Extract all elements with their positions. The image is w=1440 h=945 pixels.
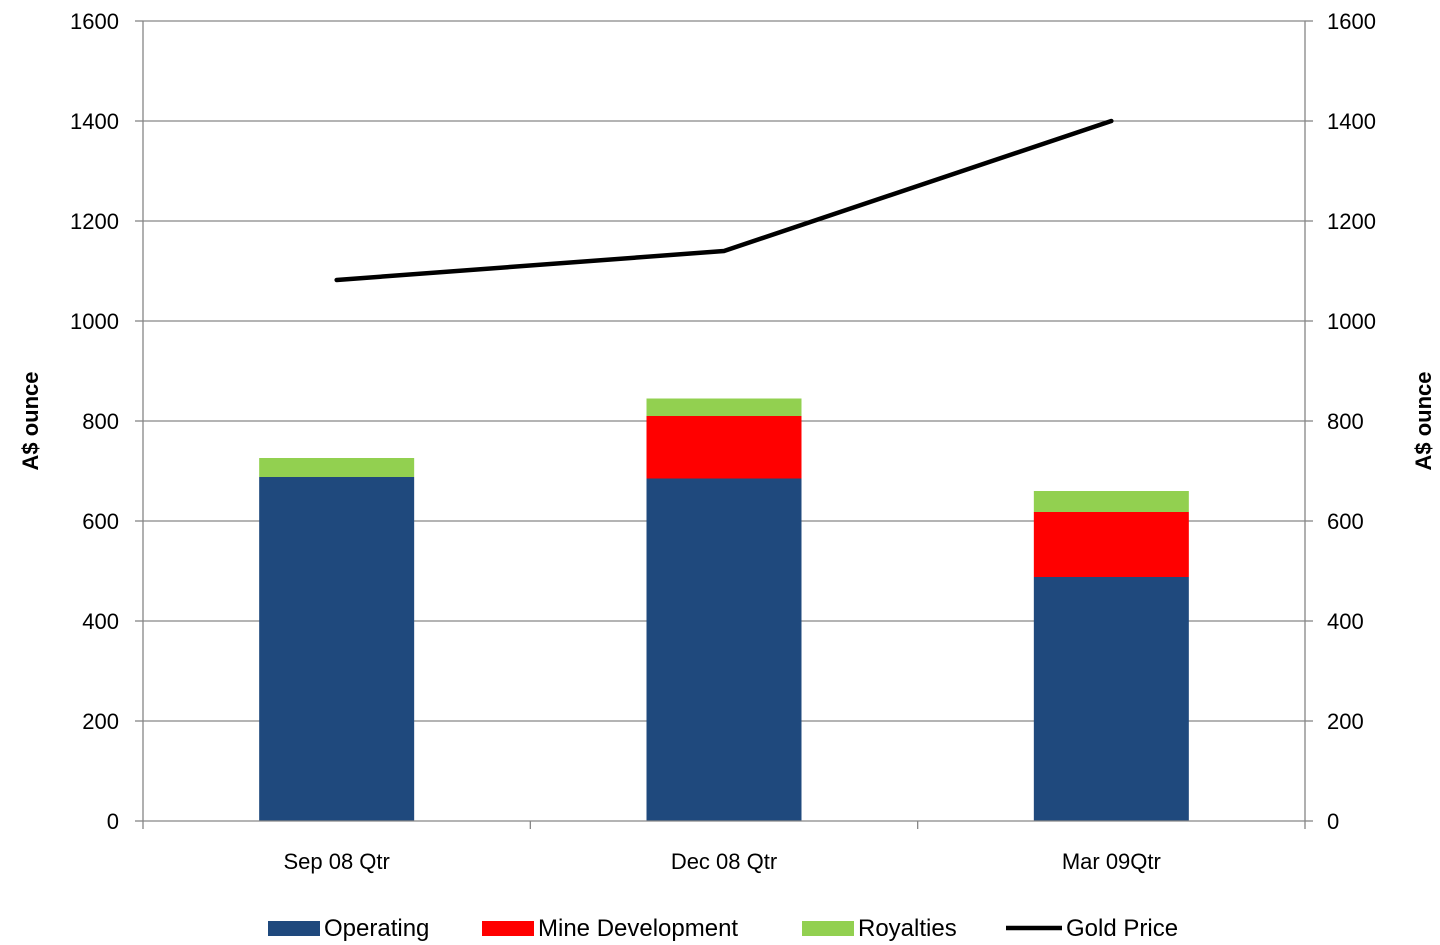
y-tick-label-right: 800 bbox=[1327, 409, 1364, 434]
bar-royalties bbox=[259, 458, 415, 477]
y-tick-label-right: 1400 bbox=[1327, 109, 1376, 134]
axes bbox=[135, 20, 1313, 829]
y-axis-label-right: A$ ounce bbox=[1411, 371, 1436, 470]
legend-label-gold-price: Gold Price bbox=[1066, 915, 1178, 942]
legend-label-mine-development: Mine Development bbox=[538, 915, 738, 942]
line-gold-price bbox=[334, 118, 1114, 283]
y-tick-label-left: 0 bbox=[107, 809, 119, 834]
bar-operating bbox=[1033, 577, 1189, 821]
bars bbox=[259, 398, 1189, 821]
y-tick-label-left: 400 bbox=[82, 609, 119, 634]
right-axis-ticks: 0 200 400 600 800 1000 1200 1400 1600 bbox=[1327, 9, 1376, 834]
x-category-label: Dec 08 Qtr bbox=[671, 849, 777, 874]
y-tick-label-right: 1000 bbox=[1327, 309, 1376, 334]
y-tick-label-left: 200 bbox=[82, 709, 119, 734]
bar-royalties bbox=[1033, 491, 1189, 512]
y-axis-label-left: A$ ounce bbox=[18, 371, 43, 470]
bar-royalties bbox=[646, 398, 802, 416]
legend-swatch-operating bbox=[268, 921, 320, 936]
y-tick-label-right: 1200 bbox=[1327, 209, 1376, 234]
bar-operating bbox=[646, 478, 802, 821]
y-tick-label-left: 800 bbox=[82, 409, 119, 434]
y-tick-label-left: 600 bbox=[82, 509, 119, 534]
line-series bbox=[334, 118, 1114, 283]
y-tick-label-left: 1200 bbox=[70, 209, 119, 234]
bar-mine-development bbox=[1033, 512, 1189, 577]
legend: Operating Mine Development Royalties Gold P… bbox=[268, 915, 1178, 942]
legend-swatch-mine-development bbox=[482, 921, 534, 936]
legend-label-royalties: Royalties bbox=[858, 915, 957, 942]
bar-operating bbox=[259, 477, 415, 821]
y-tick-label-left: 1000 bbox=[70, 309, 119, 334]
legend-swatch-royalties bbox=[802, 921, 854, 936]
y-tick-label-right: 400 bbox=[1327, 609, 1364, 634]
x-category-label: Sep 08 Qtr bbox=[283, 849, 389, 874]
left-axis-ticks: 0 200 400 600 800 1000 1200 1400 1600 bbox=[70, 9, 119, 834]
x-category-label: Mar 09Qtr bbox=[1062, 849, 1161, 874]
y-tick-label-right: 0 bbox=[1327, 809, 1339, 834]
bar-mine-development bbox=[646, 416, 802, 479]
legend-label-operating: Operating bbox=[324, 915, 429, 942]
y-tick-label-right: 200 bbox=[1327, 709, 1364, 734]
y-tick-label-left: 1600 bbox=[70, 9, 119, 34]
y-tick-label-right: 600 bbox=[1327, 509, 1364, 534]
category-labels: Sep 08 Qtr Dec 08 Qtr Mar 09Qtr bbox=[283, 849, 1160, 874]
y-tick-label-right: 1600 bbox=[1327, 9, 1376, 34]
y-tick-label-left: 1400 bbox=[70, 109, 119, 134]
